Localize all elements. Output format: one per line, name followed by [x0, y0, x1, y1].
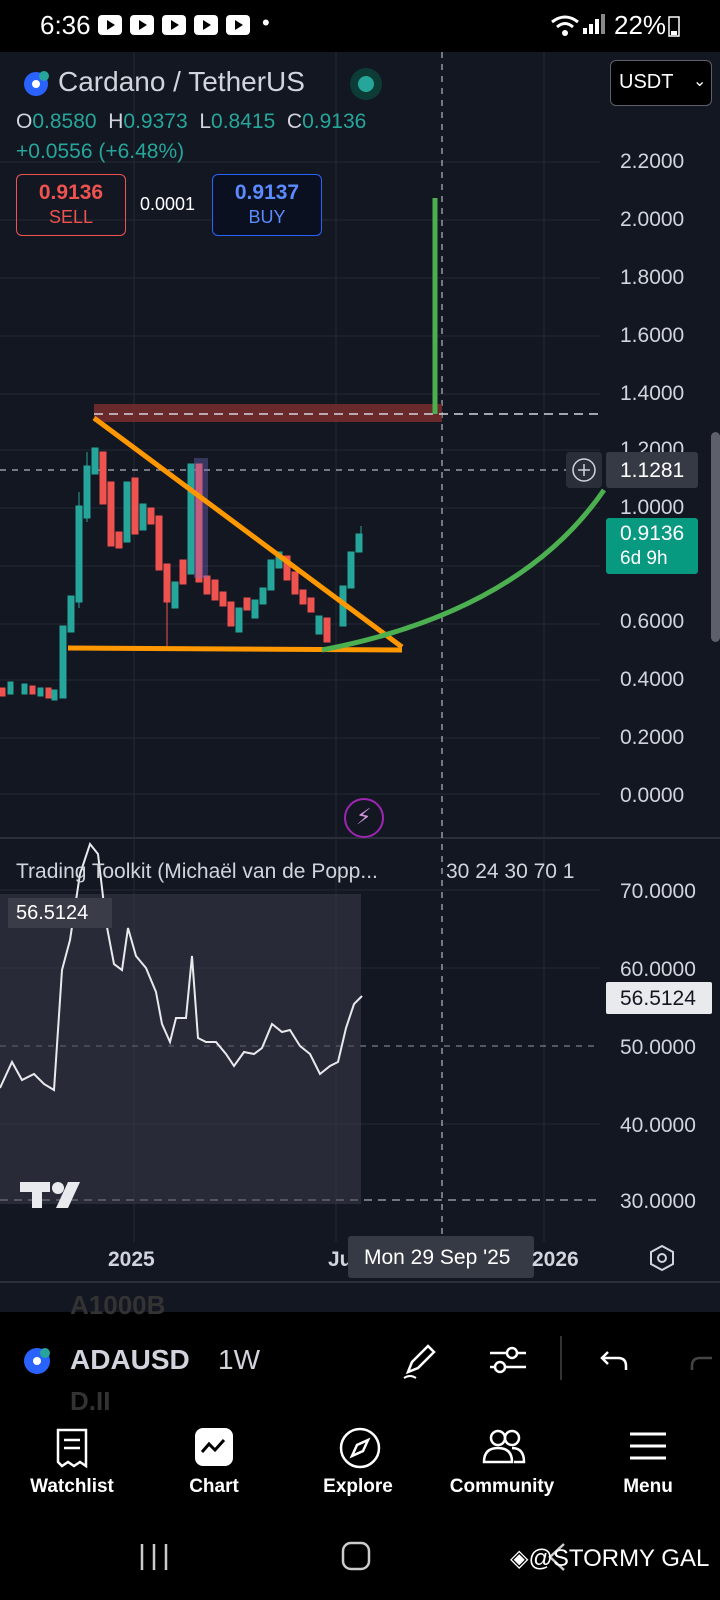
- redo-icon[interactable]: [690, 1344, 720, 1376]
- projection-curve[interactable]: [321, 488, 607, 653]
- price-change: +0.0556 (+6.48%): [16, 140, 185, 163]
- youtube-notification-icon: [226, 15, 250, 35]
- home-icon[interactable]: [340, 1540, 372, 1572]
- tradingview-logo: [20, 1182, 80, 1208]
- youtube-notification-icon: [130, 15, 154, 35]
- symbol-selector[interactable]: ADAUSD: [70, 1344, 190, 1375]
- price-axis-label: 0.0000: [620, 784, 685, 807]
- undo-icon[interactable]: [598, 1344, 630, 1376]
- youtube-notification-icon: [194, 15, 218, 35]
- indicator-axis-label: 70.0000: [620, 880, 696, 903]
- triangle-drawing[interactable]: [67, 415, 404, 653]
- time-axis-label: 2025: [108, 1248, 155, 1271]
- currency-select[interactable]: USDT ⌄: [610, 60, 712, 106]
- interval-selector[interactable]: 1W: [218, 1344, 260, 1375]
- cardano-logo-icon: [24, 1348, 50, 1374]
- sell-price: 0.9136: [38, 181, 104, 204]
- status-bar: 6:36 • 22%: [0, 0, 720, 52]
- ticker-scroll-ghost: A1000B: [70, 1290, 166, 1320]
- price-scale-scrollbar[interactable]: [711, 432, 720, 642]
- youtube-notification-icon: [162, 15, 186, 35]
- sell-label: SELL: [48, 207, 94, 227]
- plus-circle-icon: [572, 458, 596, 482]
- clock: 6:36: [40, 10, 91, 40]
- spread: 0.0001: [140, 194, 196, 214]
- back-icon[interactable]: [546, 1542, 568, 1572]
- community-icon: [482, 1429, 526, 1464]
- indicator-range-background: [0, 894, 361, 1204]
- price-axis-label: 0.6000: [620, 610, 685, 633]
- toolbar-divider: [560, 1336, 562, 1380]
- price-axis-label: 1.4000: [620, 382, 685, 405]
- indicator-last-value-label: 56.5124: [606, 982, 712, 1014]
- time-axis-label: 2026: [532, 1248, 579, 1271]
- chart-area[interactable]: Cardano / TetherUS USDT ⌄ O0.8580 H0.937…: [0, 52, 720, 1312]
- add-alert-button[interactable]: [566, 452, 602, 488]
- resistance-zone[interactable]: [94, 404, 442, 422]
- compass-icon: [339, 1427, 381, 1469]
- binance-logo-icon: ◈: [510, 1545, 529, 1572]
- indicator-axis-label: 50.0000: [620, 1036, 696, 1059]
- nav-community[interactable]: Community: [432, 1410, 572, 1520]
- indicator-axis-label: 40.0000: [620, 1114, 696, 1137]
- indicator-line: [0, 841, 363, 1092]
- price-axis-label: 2.0000: [620, 208, 685, 231]
- time-axis-label: Ju: [328, 1248, 353, 1271]
- ohlc-readout: O0.8580 H0.9373 L0.8415 C0.9136: [16, 110, 367, 133]
- buy-price: 0.9137: [234, 181, 300, 204]
- buy-label: BUY: [248, 207, 286, 227]
- watermark: ◈@STORMY GAL: [510, 1545, 710, 1572]
- price-axis-label: 1.8000: [620, 266, 685, 289]
- bottom-navigation: Watchlist Chart Explore Community Menu: [0, 1410, 720, 1520]
- pencil-icon[interactable]: [400, 1340, 440, 1380]
- lightning-icon[interactable]: ⚡: [344, 798, 384, 838]
- price-axis-label: 2.2000: [620, 150, 685, 173]
- nav-chart[interactable]: Chart: [144, 1410, 284, 1520]
- wifi-icon: [551, 15, 579, 36]
- indicators-sliders-icon[interactable]: [488, 1342, 528, 1378]
- nav-menu[interactable]: Menu: [578, 1410, 718, 1520]
- chart-canvas[interactable]: [0, 52, 720, 1312]
- currency-value: USDT: [619, 71, 674, 93]
- indicator-axis-label: 30.0000: [620, 1190, 696, 1213]
- menu-icon: [630, 1432, 666, 1460]
- crosshair-price-label: 1.1281: [606, 452, 698, 488]
- market-status-icon[interactable]: [350, 68, 382, 100]
- system-navigation-bar: ◈@STORMY GAL: [0, 1520, 720, 1600]
- cardano-logo-icon: [24, 71, 49, 96]
- last-price-label: 0.9136 6d 9h: [606, 518, 698, 574]
- chart-settings-icon[interactable]: [648, 1244, 676, 1272]
- recent-apps-icon[interactable]: [138, 1542, 172, 1572]
- battery-icon: [668, 16, 680, 37]
- crosshair-date-label: Mon 29 Sep '25: [348, 1236, 534, 1278]
- price-axis-label: 1.6000: [620, 324, 685, 347]
- bar-countdown: 6d 9h: [620, 548, 668, 569]
- price-axis-label: 1.0000: [620, 496, 685, 519]
- indicator-axis-label: 60.0000: [620, 958, 696, 981]
- buy-button[interactable]: 0.9137 BUY: [212, 174, 322, 236]
- signal-icon: [583, 14, 605, 34]
- chevron-down-icon: ⌄: [693, 73, 707, 90]
- chart-icon: [195, 1428, 233, 1466]
- more-notifications-dot: •: [262, 10, 270, 35]
- chart-toolbar: A1000B ADAUSD 1W D.II: [0, 1290, 720, 1416]
- symbol-title[interactable]: Cardano / TetherUS: [58, 66, 305, 97]
- indicator-value-badge: 56.5124: [8, 898, 112, 928]
- indicator-params[interactable]: 30 24 30 70 1: [446, 860, 575, 883]
- nav-watchlist[interactable]: Watchlist: [2, 1410, 142, 1520]
- indicator-title[interactable]: Trading Toolkit (Michaël van de Popp...: [16, 860, 378, 883]
- youtube-notification-icon: [98, 15, 122, 35]
- price-axis-label: 0.2000: [620, 726, 685, 749]
- battery-percentage: 22%: [614, 10, 667, 40]
- sell-button[interactable]: 0.9136 SELL: [16, 174, 126, 236]
- watchlist-icon: [56, 1428, 88, 1469]
- nav-explore[interactable]: Explore: [288, 1410, 428, 1520]
- price-axis-label: 0.4000: [620, 668, 685, 691]
